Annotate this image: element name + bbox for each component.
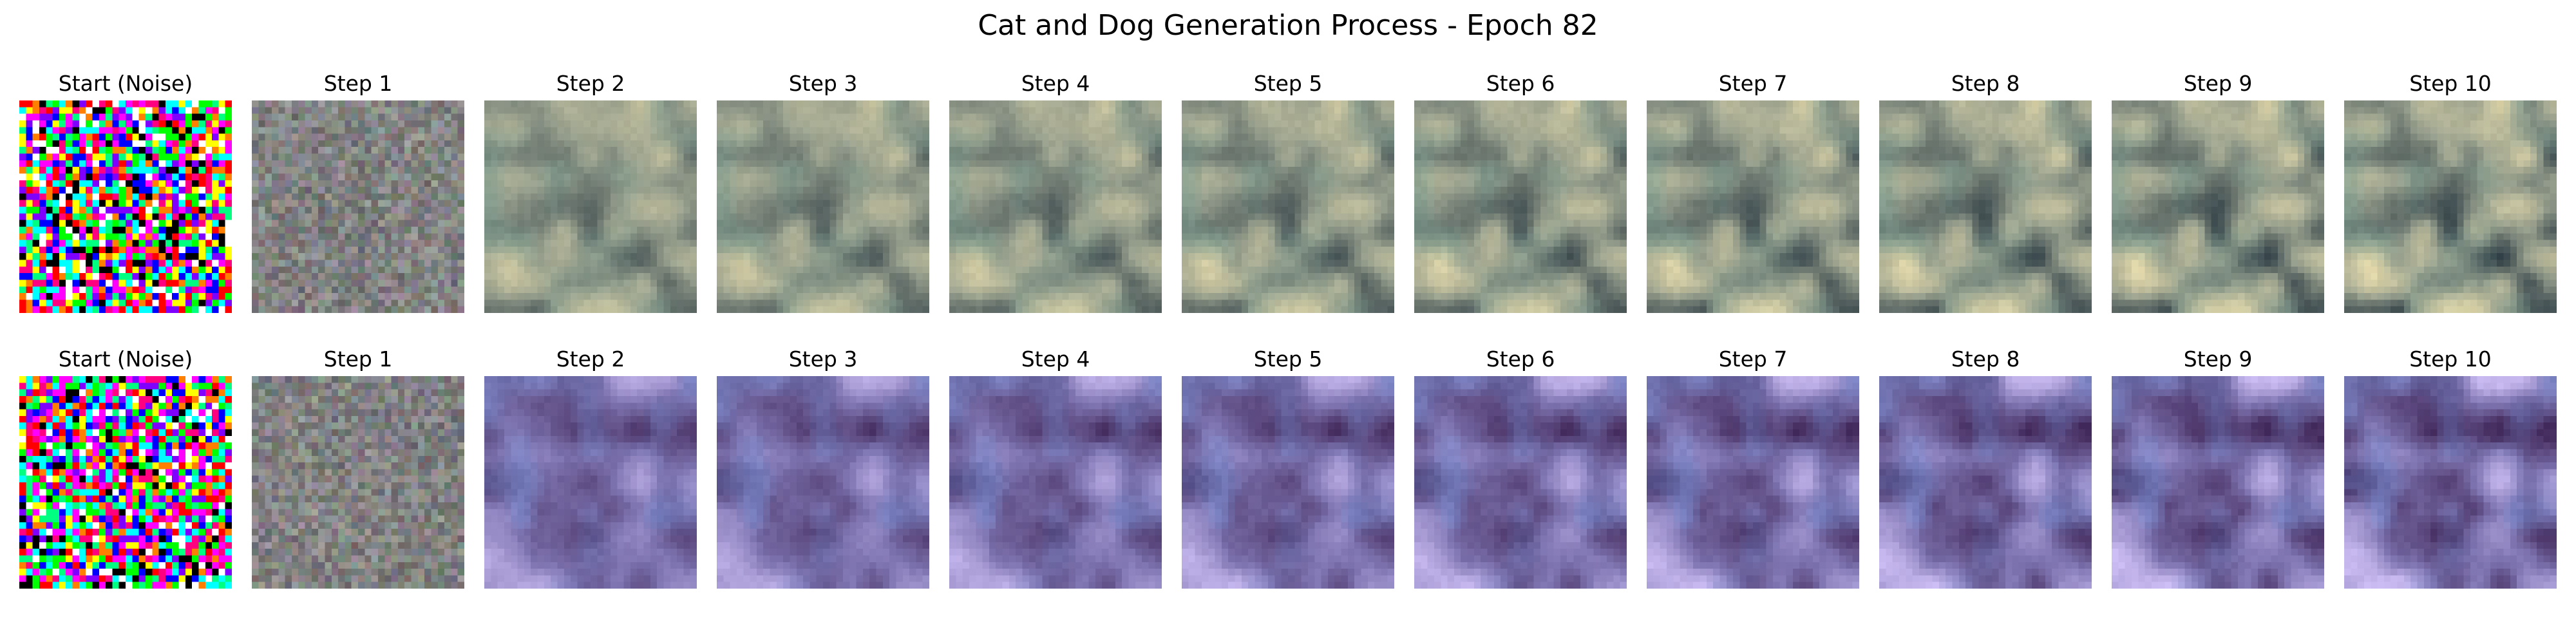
generated-image bbox=[252, 100, 464, 313]
noise-image bbox=[19, 376, 232, 589]
panel-title: Step 7 bbox=[1718, 71, 1788, 96]
generated-image bbox=[1182, 376, 1394, 589]
generated-image bbox=[1647, 100, 1859, 313]
panel-title: Step 10 bbox=[2409, 71, 2492, 96]
panel-title: Step 1 bbox=[323, 346, 393, 372]
panel-title: Step 5 bbox=[1253, 346, 1323, 372]
panel-title: Step 8 bbox=[1951, 71, 2020, 96]
panel-title: Step 3 bbox=[788, 71, 858, 96]
generated-image bbox=[1414, 100, 1627, 313]
generated-image bbox=[252, 376, 464, 589]
panel-title: Step 6 bbox=[1486, 346, 1555, 372]
generated-image bbox=[2344, 100, 2557, 313]
panel-title: Step 10 bbox=[2409, 346, 2492, 372]
panel-title: Step 9 bbox=[2183, 346, 2253, 372]
generated-image bbox=[2112, 100, 2324, 313]
panel-title: Step 4 bbox=[1021, 346, 1090, 372]
generated-image bbox=[949, 376, 1162, 589]
panel-title: Step 8 bbox=[1951, 346, 2020, 372]
generated-image bbox=[1647, 376, 1859, 589]
generated-image bbox=[717, 100, 929, 313]
panel-title: Step 5 bbox=[1253, 71, 1323, 96]
generated-image bbox=[949, 100, 1162, 313]
panel-title: Step 9 bbox=[2183, 71, 2253, 96]
generated-image bbox=[1182, 100, 1394, 313]
noise-image bbox=[19, 100, 232, 313]
generated-image bbox=[2344, 376, 2557, 589]
generated-image bbox=[484, 376, 697, 589]
panel-title: Step 2 bbox=[556, 71, 625, 96]
panel-title: Step 1 bbox=[323, 71, 393, 96]
panel-title: Step 4 bbox=[1021, 71, 1090, 96]
generated-image bbox=[2112, 376, 2324, 589]
figure-title: Cat and Dog Generation Process - Epoch 8… bbox=[978, 9, 1598, 42]
generated-image bbox=[1879, 376, 2092, 589]
generated-image bbox=[484, 100, 697, 313]
generated-image bbox=[1414, 376, 1627, 589]
panel-title: Step 3 bbox=[788, 346, 858, 372]
generated-image bbox=[1879, 100, 2092, 313]
panel-title: Start (Noise) bbox=[58, 346, 193, 372]
panel-title: Step 7 bbox=[1718, 346, 1788, 372]
panel-title: Start (Noise) bbox=[58, 71, 193, 96]
panel-title: Step 2 bbox=[556, 346, 625, 372]
generated-image bbox=[717, 376, 929, 589]
panel-title: Step 6 bbox=[1486, 71, 1555, 96]
